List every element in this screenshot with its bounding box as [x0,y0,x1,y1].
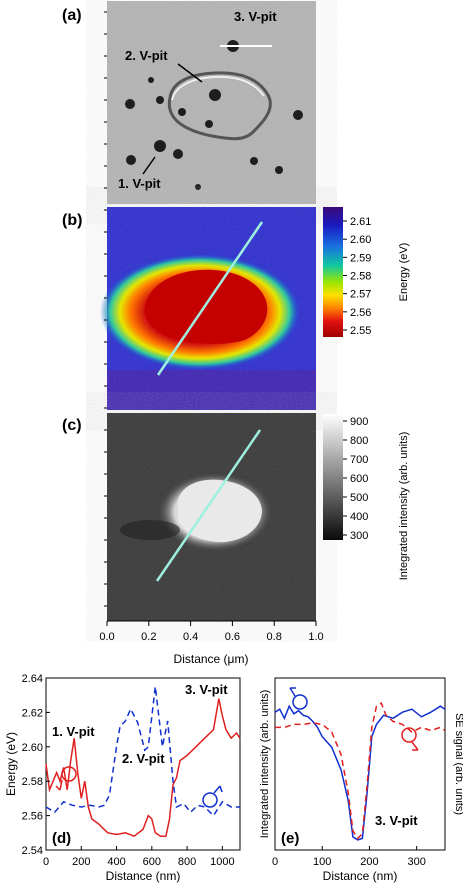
intensity-colorbar-ticks: 900 800 700 600 500 400 300 [343,416,368,542]
colorbar-tick-label: 2.58 [350,271,371,283]
panel-e-plot [274,701,446,841]
panel-e-red-marker [401,727,419,751]
panel-d-y-tick-label: 2.60 [22,742,43,754]
sem-image-noise [107,1,316,204]
panel-e-ylabel: Integrated intensity (arb. units) [259,690,271,839]
panel-e-xlabel: Distance (nm) [323,869,398,883]
panel-d-x-tick-label: 800 [178,856,196,868]
panel-e-blue-marker [289,687,308,710]
colorbar-tick-label: 600 [350,473,368,485]
vpit-1-label: 1. V-pit [118,176,161,191]
panel-d-y-tick-label: 2.62 [22,707,43,719]
vpit-2-pointer [177,63,203,83]
intensity-colorbar [323,414,343,540]
panel-d-blue-marker [202,785,223,808]
panel-d-axes: 0 200 400 600 800 1000 2.54 2.56 2.58 2.60 2.62 2.6… [22,673,235,868]
shared-x-axis-label: Distance (μm) [174,652,249,666]
energy-core [144,269,268,344]
panel-d-x-tick-label: 1000 [210,856,234,868]
intensity-dark-spot [120,520,180,540]
panel-a: (a) 3. V-pit 2. V-pit 1. V-pit [62,1,316,204]
panel-e-x-tick-label: 100 [313,856,331,868]
panel-d-y-tick-label: 2.54 [22,845,43,857]
colorbar-tick-label: 400 [350,511,368,523]
panel-d-x-tick-label: 0 [43,856,49,868]
panel-d-plot [45,686,241,838]
panel-d-xlabel: Distance (nm) [106,869,181,883]
panel-e-y2label: SE signal (arb. units) [453,713,463,815]
panel-e-label: (e) [281,830,299,847]
panel-e-vpit-3: 3. V-pit [375,813,418,828]
panel-e-x-tick-label: 200 [360,856,378,868]
colorbar-tick-label: 2.59 [350,252,371,264]
panel-d-series-0 [45,698,241,838]
panel-e-x-tick-label: 0 [272,856,278,868]
colorbar-tick-label: 2.61 [350,216,371,228]
panel-b: (b) 2.61 2.60 2.59 2.58 2.57 2.56 2.55 Energy … [62,207,410,410]
panel-d-y-tick-label: 2.64 [22,673,43,685]
panel-e-series-0 [274,704,446,841]
panel-c-label: (c) [62,417,82,434]
image-left-ticks [104,11,107,607]
panel-e-x-tick-label: 300 [407,856,425,868]
shared-x-tick-label: 0.0 [99,631,114,643]
colorbar-tick-label: 2.60 [350,234,371,246]
shared-x-tick-label: 0.6 [225,631,240,643]
vpit-2-highlight [171,75,265,101]
energy-colorbar-ticks: 2.61 2.60 2.59 2.58 2.57 2.56 2.55 [343,216,371,337]
panel-d-y-tick-label: 2.58 [22,776,43,788]
shared-x-axis: 0.0 0.2 0.4 0.6 0.8 1.0 Distance (μm) [99,620,324,666]
panel-d-vpit-3: 3. V-pit [185,682,228,697]
panel-b-label: (b) [62,212,82,229]
panel-d: 0 200 400 600 800 1000 2.54 2.56 2.58 2.60 2.62 2.6… [4,673,241,883]
panel-d-vpit-1: 1. V-pit [52,724,95,739]
panel-e: 0 100 200 300 Integrated intensity (arb. un… [259,677,463,883]
panel-e-frame [274,677,446,851]
vpit-3-label: 3. V-pit [234,9,277,24]
colorbar-tick-label: 500 [350,492,368,504]
energy-colorbar-title: Energy (eV) [398,243,410,302]
panel-d-vpit-2: 2. V-pit [122,751,165,766]
panel-d-series-1 [45,686,240,817]
panel-d-y-tick-label: 2.56 [22,811,43,823]
energy-colorbar [323,207,343,337]
intensity-scanline [155,429,262,582]
colorbar-tick-label: 700 [350,454,368,466]
panel-c: (c) 900 800 700 600 500 400 300 Integrated int… [62,413,410,621]
panel-d-x-tick-label: 400 [107,856,125,868]
shared-x-tick-label: 1.0 [308,631,323,643]
panel-e-series-1 [275,701,446,840]
panel-d-red-marker [55,766,77,791]
panel-e-axes: 0 100 200 300 [272,846,426,868]
panel-d-x-tick-label: 600 [143,856,161,868]
colorbar-tick-label: 2.57 [350,289,371,301]
intensity-colorbar-title: Integrated intensity (arb. units) [398,432,410,581]
colorbar-tick-label: 2.56 [350,307,371,319]
panel-d-ylabel: Energy (eV) [4,732,18,796]
vpit-2-label: 2. V-pit [125,48,168,63]
panel-d-label: (d) [52,830,71,847]
panel-d-x-tick-label: 200 [72,856,90,868]
colorbar-tick-label: 2.55 [350,325,371,337]
panel-a-label: (a) [62,7,82,24]
vpit-1-pointer [142,156,156,175]
energy-scanline [156,221,264,376]
shared-x-ticks: 0.0 0.2 0.4 0.6 0.8 1.0 [99,621,324,643]
shared-x-tick-label: 0.2 [141,631,156,643]
intensity-core [178,479,262,543]
shared-x-tick-label: 0.8 [267,631,282,643]
colorbar-tick-label: 300 [350,530,368,542]
colorbar-tick-label: 800 [350,435,368,447]
colorbar-tick-label: 900 [350,416,368,428]
shared-x-tick-label: 0.4 [183,631,198,643]
vpit-2-outline [167,71,272,141]
